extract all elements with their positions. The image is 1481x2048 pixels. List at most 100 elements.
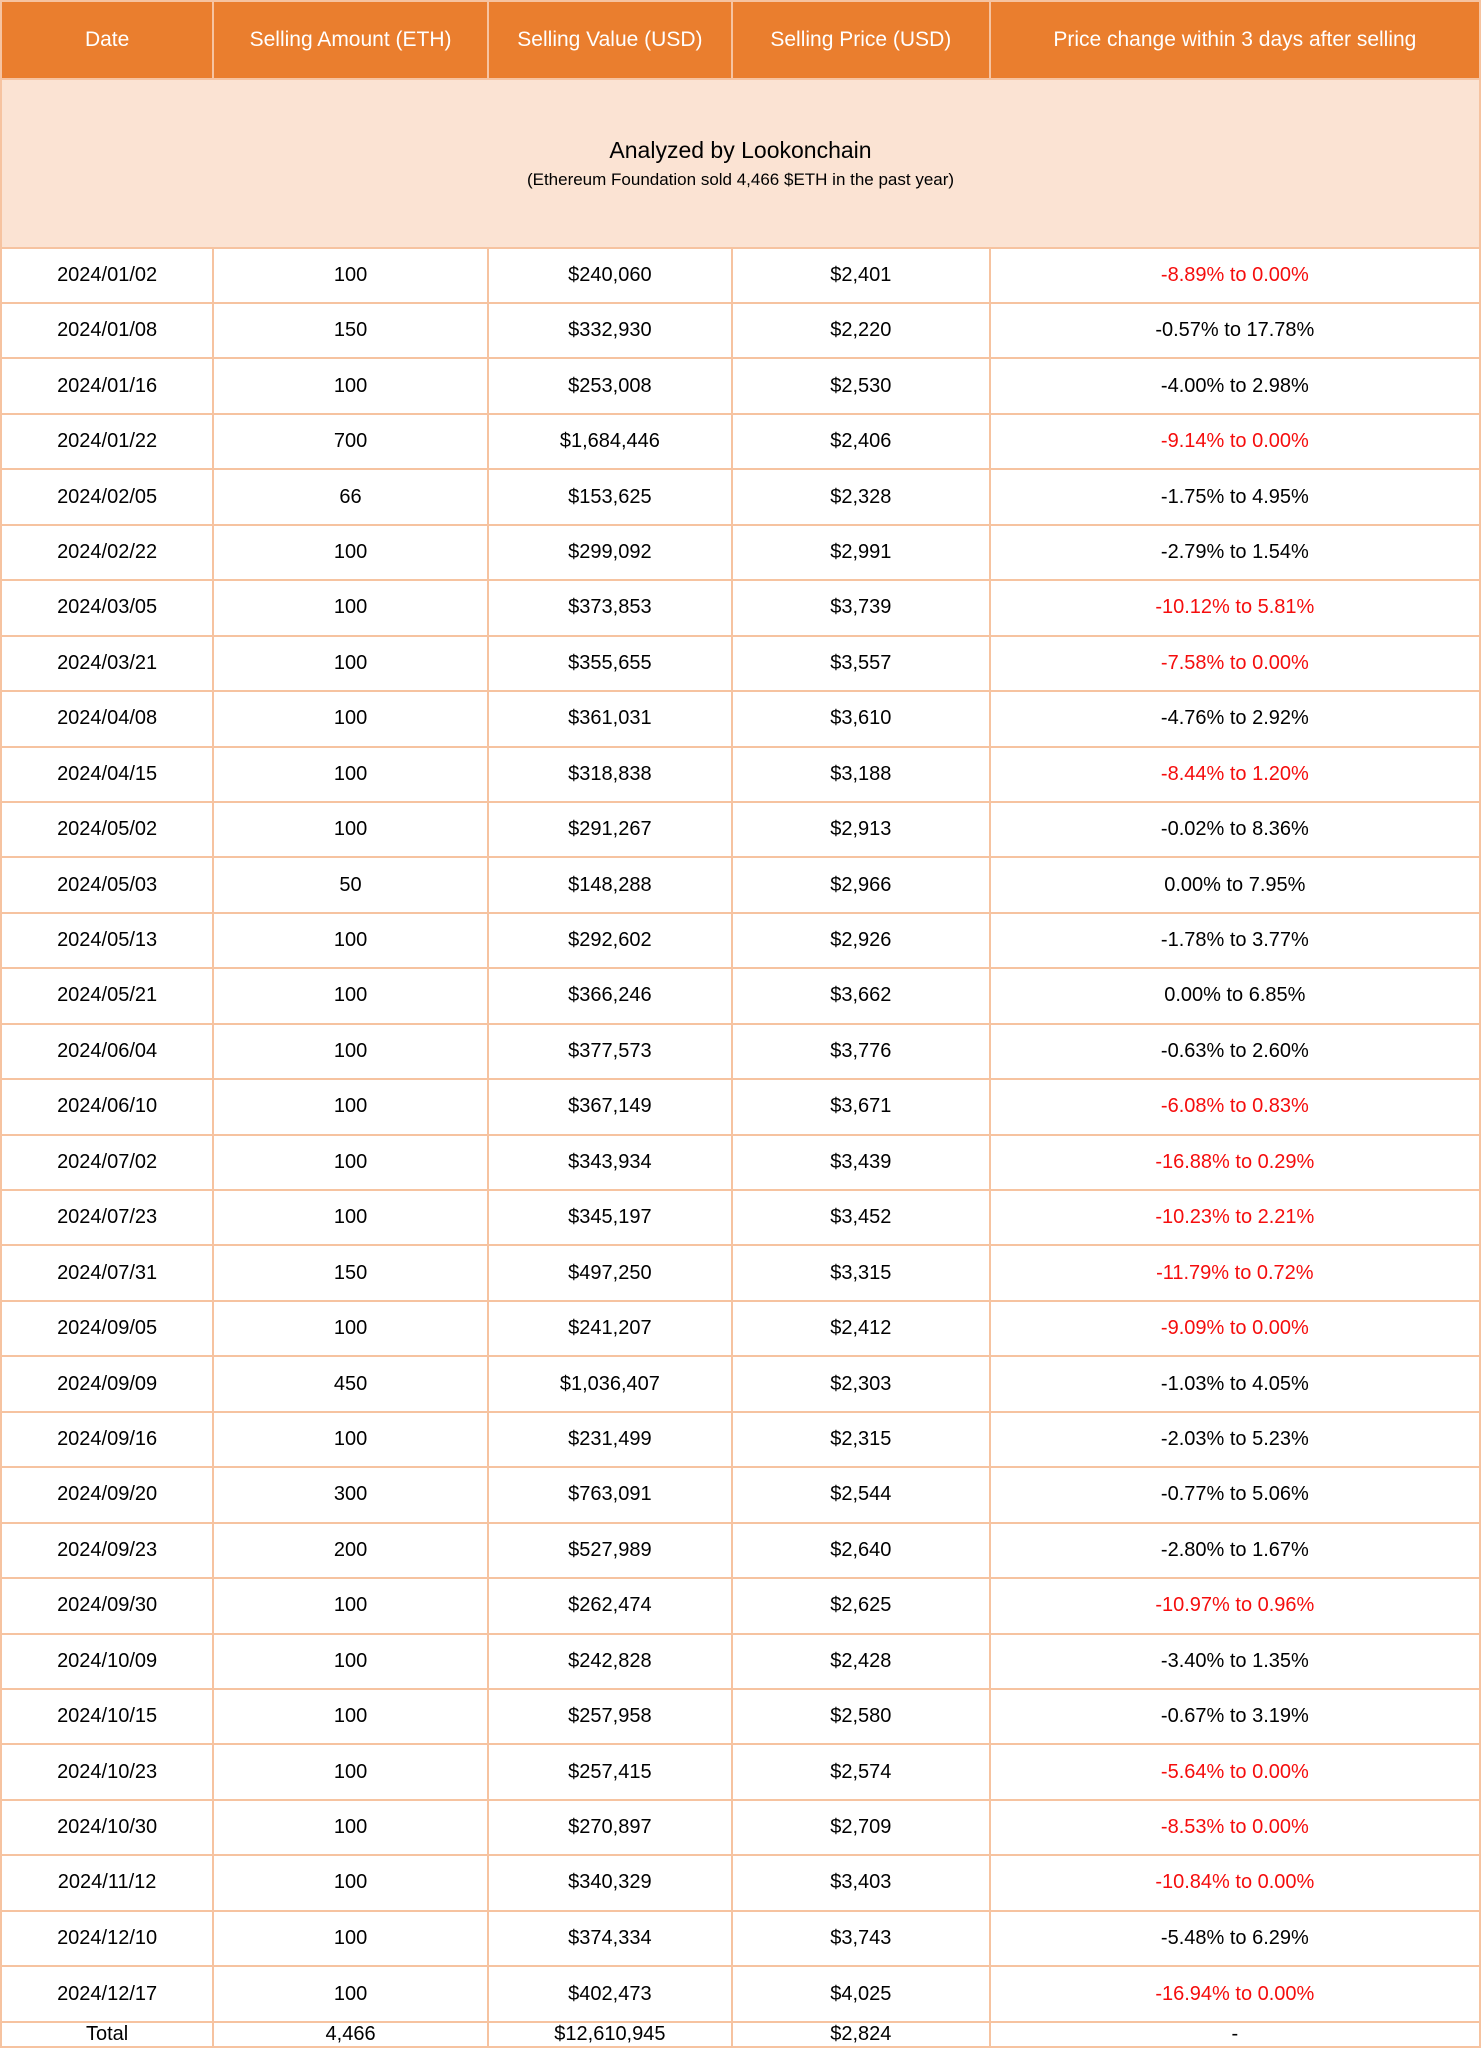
amount-cell: 300 xyxy=(212,1466,489,1524)
banner-row: Analyzed by Lookonchain (Ethereum Founda… xyxy=(0,78,1481,249)
price-cell: $3,557 xyxy=(730,634,991,693)
table-row: 2024/11/12 100 $340,329 $3,403 -10.84% to 0.… xyxy=(0,1854,1481,1912)
table-row: 2024/07/02 100 $343,934 $3,439 -16.88% to 0.… xyxy=(0,1133,1481,1192)
amount-cell: 66 xyxy=(212,468,489,526)
amount-cell: 450 xyxy=(212,1355,489,1413)
amount-cell: 100 xyxy=(212,967,489,1025)
total-row: Total 4,466 $12,610,945 $2,824 - xyxy=(0,2021,1481,2048)
price-cell: $3,776 xyxy=(730,1022,991,1081)
table-row: 2024/09/16 100 $231,499 $2,315 -2.03% to 5.2… xyxy=(0,1410,1481,1469)
amount-cell: 100 xyxy=(212,634,489,693)
change-cell: -7.58% to 0.00% xyxy=(988,634,1481,693)
total-label-cell: Total xyxy=(0,2021,215,2048)
date-cell: 2024/09/20 xyxy=(0,1466,215,1524)
price-cell: $3,452 xyxy=(730,1188,991,1247)
value-cell: $374,334 xyxy=(486,1909,733,1968)
banner-note: (Ethereum Foundation sold 4,466 $ETH in … xyxy=(526,169,955,189)
change-cell: -4.00% to 2.98% xyxy=(988,357,1481,415)
change-cell: -2.80% to 1.67% xyxy=(988,1521,1481,1580)
amount-cell: 200 xyxy=(212,1521,489,1580)
change-cell: -9.09% to 0.00% xyxy=(988,1299,1481,1358)
date-cell: 2024/12/17 xyxy=(0,1965,215,2023)
banner-title: Analyzed by Lookonchain xyxy=(609,136,872,163)
amount-cell: 100 xyxy=(212,1410,489,1469)
table-row: 2024/03/21 100 $355,655 $3,557 -7.58% to 0.0… xyxy=(0,634,1481,693)
amount-cell: 100 xyxy=(212,246,489,305)
value-cell: $361,031 xyxy=(486,690,733,748)
header-row: Date Selling Amount (ETH) Selling Value … xyxy=(0,0,1481,80)
table-row: 2024/09/30 100 $262,474 $2,625 -10.97% to 0.… xyxy=(0,1577,1481,1635)
price-cell: $3,662 xyxy=(730,967,991,1025)
price-cell: $3,610 xyxy=(730,690,991,748)
date-cell: 2024/07/02 xyxy=(0,1133,215,1192)
change-cell: -0.77% to 5.06% xyxy=(988,1466,1481,1524)
date-cell: 2024/01/16 xyxy=(0,357,215,415)
change-cell: -10.97% to 0.96% xyxy=(988,1577,1481,1635)
change-cell: -1.75% to 4.95% xyxy=(988,468,1481,526)
value-cell: $343,934 xyxy=(486,1133,733,1192)
price-cell: $2,544 xyxy=(730,1466,991,1524)
value-cell: $332,930 xyxy=(486,301,733,360)
total-change-cell: - xyxy=(988,2021,1481,2048)
date-cell: 2024/05/13 xyxy=(0,911,215,970)
table-row: 2024/01/08 150 $332,930 $2,220 -0.57% to 17.… xyxy=(0,301,1481,360)
price-cell: $2,966 xyxy=(730,856,991,914)
amount-cell: 100 xyxy=(212,690,489,748)
price-cell: $2,220 xyxy=(730,301,991,360)
table-row: 2024/09/23 200 $527,989 $2,640 -2.80% to 1.6… xyxy=(0,1521,1481,1580)
table-row: 2024/06/04 100 $377,573 $3,776 -0.63% to 2.6… xyxy=(0,1022,1481,1081)
table-row: 2024/05/21 100 $366,246 $3,662 0.00% to 6.85… xyxy=(0,967,1481,1025)
amount-cell: 100 xyxy=(212,1909,489,1968)
date-cell: 2024/07/31 xyxy=(0,1244,215,1302)
value-cell: $497,250 xyxy=(486,1244,733,1302)
amount-cell: 100 xyxy=(212,1022,489,1081)
change-cell: -0.57% to 17.78% xyxy=(988,301,1481,360)
date-cell: 2024/03/05 xyxy=(0,579,215,637)
column-header-selling-price: Selling Price (USD) xyxy=(730,0,991,80)
value-cell: $402,473 xyxy=(486,1965,733,2023)
price-cell: $3,739 xyxy=(730,579,991,637)
amount-cell: 100 xyxy=(212,357,489,415)
column-header-date: Date xyxy=(0,0,215,80)
change-cell: -1.78% to 3.77% xyxy=(988,911,1481,970)
change-cell: 0.00% to 6.85% xyxy=(988,967,1481,1025)
table-row: 2024/01/22 700 $1,684,446 $2,406 -9.14% to 0… xyxy=(0,412,1481,471)
change-cell: -5.64% to 0.00% xyxy=(988,1743,1481,1801)
value-cell: $367,149 xyxy=(486,1078,733,1136)
change-cell: -0.67% to 3.19% xyxy=(988,1687,1481,1746)
price-cell: $4,025 xyxy=(730,1965,991,2023)
price-cell: $3,671 xyxy=(730,1078,991,1136)
column-header-selling-value: Selling Value (USD) xyxy=(486,0,733,80)
date-cell: 2024/09/09 xyxy=(0,1355,215,1413)
value-cell: $377,573 xyxy=(486,1022,733,1081)
amount-cell: 700 xyxy=(212,412,489,471)
value-cell: $241,207 xyxy=(486,1299,733,1358)
date-cell: 2024/07/23 xyxy=(0,1188,215,1247)
date-cell: 2024/11/12 xyxy=(0,1854,215,1912)
amount-cell: 50 xyxy=(212,856,489,914)
table-row: 2024/05/13 100 $292,602 $2,926 -1.78% to 3.7… xyxy=(0,911,1481,970)
change-cell: -6.08% to 0.83% xyxy=(988,1078,1481,1136)
price-cell: $2,926 xyxy=(730,911,991,970)
date-cell: 2024/09/23 xyxy=(0,1521,215,1580)
date-cell: 2024/02/05 xyxy=(0,468,215,526)
change-cell: -16.94% to 0.00% xyxy=(988,1965,1481,2023)
price-cell: $2,530 xyxy=(730,357,991,415)
value-cell: $373,853 xyxy=(486,579,733,637)
date-cell: 2024/01/22 xyxy=(0,412,215,471)
price-cell: $3,315 xyxy=(730,1244,991,1302)
price-cell: $2,412 xyxy=(730,1299,991,1358)
table-row: 2024/01/16 100 $253,008 $2,530 -4.00% to 2.9… xyxy=(0,357,1481,415)
date-cell: 2024/05/02 xyxy=(0,800,215,859)
value-cell: $291,267 xyxy=(486,800,733,859)
table-row: 2024/12/17 100 $402,473 $4,025 -16.94% to 0.… xyxy=(0,1965,1481,2023)
value-cell: $345,197 xyxy=(486,1188,733,1247)
table-row: 2024/01/02 100 $240,060 $2,401 -8.89% to 0.0… xyxy=(0,246,1481,305)
date-cell: 2024/02/22 xyxy=(0,523,215,582)
amount-cell: 100 xyxy=(212,1188,489,1247)
date-cell: 2024/09/16 xyxy=(0,1410,215,1469)
value-cell: $299,092 xyxy=(486,523,733,582)
change-cell: -16.88% to 0.29% xyxy=(988,1133,1481,1192)
table-row: 2024/09/09 450 $1,036,407 $2,303 -1.03% to 4… xyxy=(0,1355,1481,1413)
